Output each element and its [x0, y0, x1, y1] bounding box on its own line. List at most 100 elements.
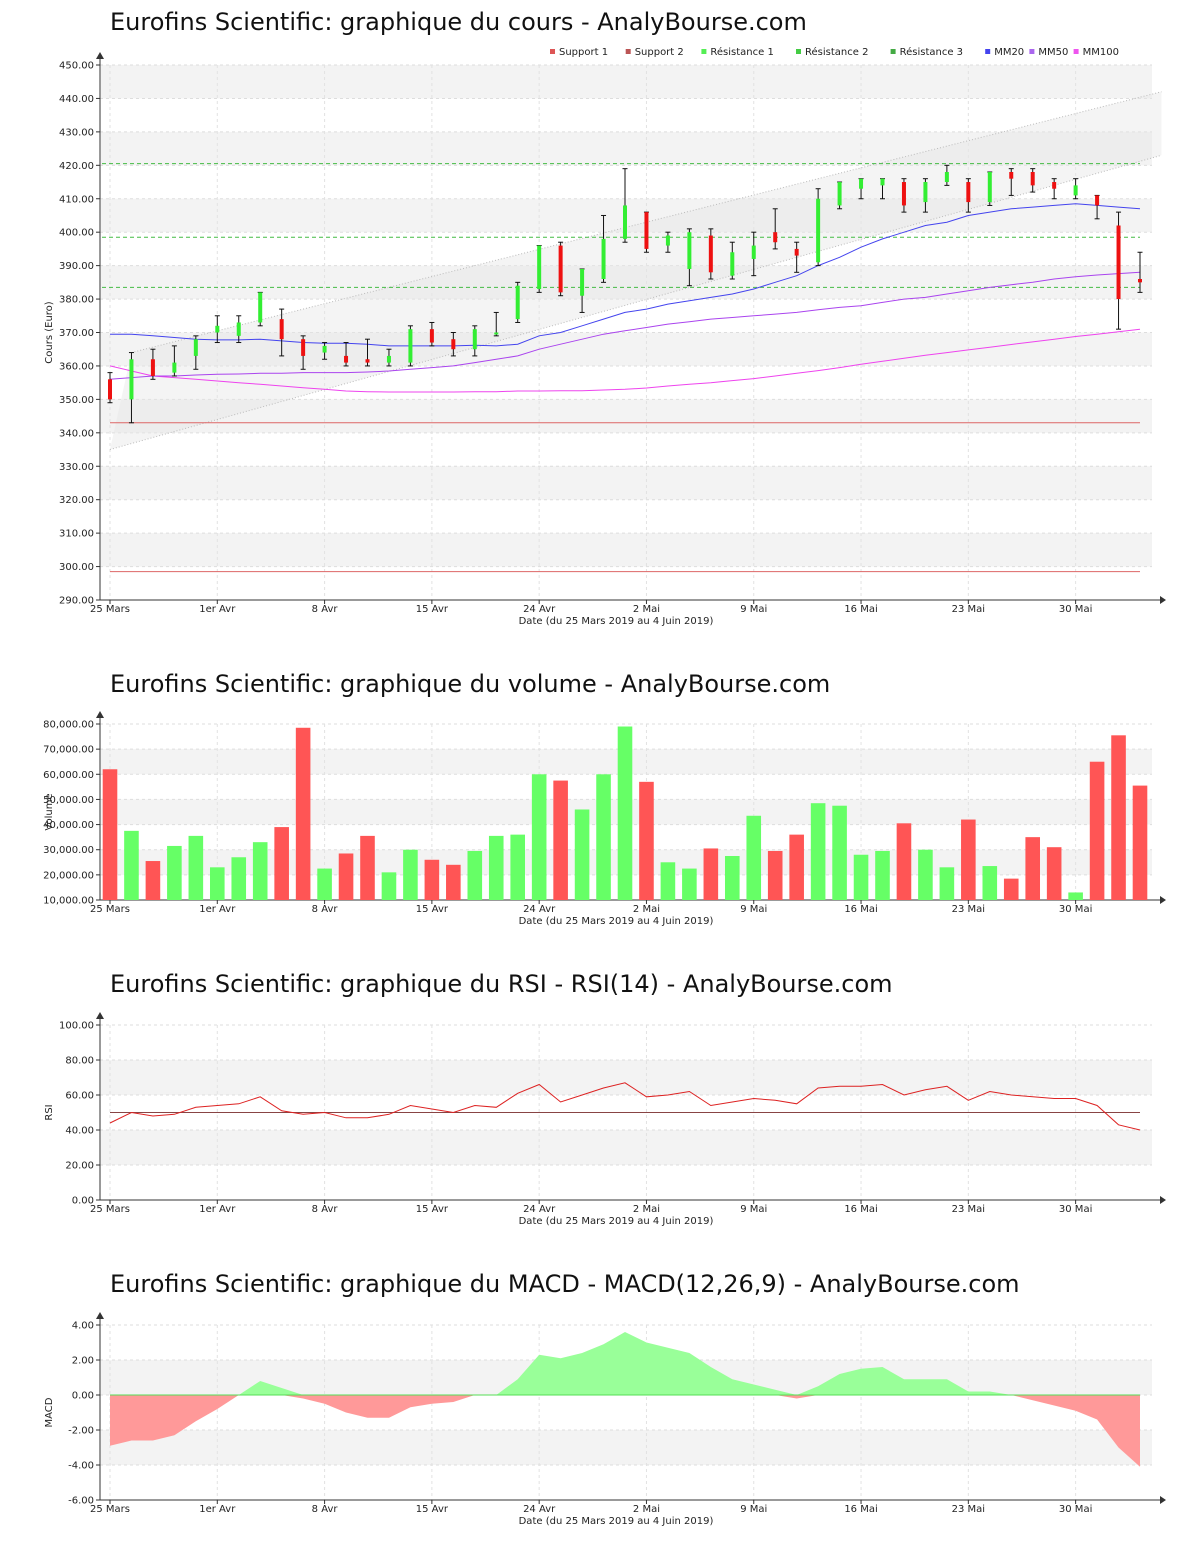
x-axis-arrow	[1160, 896, 1166, 904]
candle-up	[258, 292, 263, 323]
candle-down	[1116, 225, 1121, 300]
volume-bar-down	[553, 780, 568, 900]
y-axis-arrow	[96, 1312, 104, 1319]
candle-up	[472, 329, 477, 350]
x-tick-label: 15 Avr	[416, 1504, 449, 1515]
x-tick-label: 16 Mai	[844, 1204, 877, 1215]
price-chart: 290.00 300.00 310.00 320.00 330.00 340.00 350.…	[44, 46, 1166, 627]
volume-bar-up	[918, 849, 933, 900]
volume-bar-down	[961, 819, 976, 900]
rsi-panel: Eurofins Scientific: graphique du RSI - …	[0, 970, 1200, 1235]
candle-up	[386, 355, 391, 363]
volume-bar-up	[982, 866, 998, 900]
volume-bar-down	[274, 827, 289, 900]
y-tick-label: 450.00	[59, 61, 94, 72]
grid-band	[101, 1060, 1152, 1095]
candle-up	[687, 232, 692, 269]
x-axis-arrow	[1160, 1196, 1166, 1204]
x-tick-label: 24 Avr	[523, 1204, 556, 1215]
candle-up	[537, 245, 542, 290]
candle-down	[301, 339, 306, 356]
y-axis-label: Volume	[44, 793, 55, 830]
grid-band	[101, 466, 1152, 500]
price-panel: Eurofins Scientific: graphique du cours …	[0, 8, 1200, 638]
macd-chart: -6.00 -4.00 -2.00 0.00 2.00 4.00 25 Mars 1er Av…	[44, 1312, 1166, 1527]
volume-bar-up	[124, 830, 139, 900]
y-tick-label: 420.00	[59, 161, 94, 172]
x-tick-label: 23 Mai	[952, 1204, 985, 1215]
x-tick-label: 24 Avr	[523, 1504, 556, 1515]
x-tick-label: 1er Avr	[199, 904, 236, 915]
y-tick-label: 430.00	[59, 127, 94, 138]
y-axis-arrow	[96, 52, 104, 59]
x-tick-label: 25 Mars	[90, 1504, 130, 1515]
y-tick-label: 360.00	[59, 361, 94, 372]
y-tick-label: 60.00	[65, 1091, 94, 1102]
y-tick-label: 30,000.00	[43, 845, 94, 856]
x-tick-label: 23 Mai	[952, 904, 985, 915]
y-tick-label: 80,000.00	[43, 720, 94, 731]
x-tick-label: 30 Mai	[1059, 904, 1092, 915]
volume-bar-down	[896, 823, 912, 900]
y-tick-label: -6.00	[68, 1496, 94, 1507]
candle-down	[773, 232, 778, 243]
y-tick-label: 400.00	[59, 228, 94, 239]
y-tick-label: 20.00	[65, 1161, 94, 1172]
candle-up	[580, 268, 585, 296]
volume-bar-down	[703, 848, 719, 900]
rsi-chart-title: Eurofins Scientific: graphique du RSI - …	[110, 970, 893, 998]
volume-bar-up	[531, 774, 547, 900]
volume-bar-down	[446, 864, 461, 900]
x-tick-label: 15 Avr	[416, 604, 449, 615]
y-tick-label: 340.00	[59, 428, 94, 439]
trend-channel	[110, 91, 1162, 450]
grid-band	[101, 265, 1152, 300]
candle-down	[1009, 172, 1014, 179]
y-tick-label: 100.00	[59, 1021, 94, 1032]
candle-down	[279, 319, 284, 340]
channel-lower-line	[109, 154, 1162, 451]
candle-down	[644, 212, 649, 249]
volume-bar-down	[1046, 847, 1062, 900]
mm100-line	[109, 328, 1141, 393]
x-tick-label: 25 Mars	[90, 1204, 130, 1215]
y-tick-label: -4.00	[68, 1461, 94, 1472]
y-tick-label: 380.00	[59, 295, 94, 306]
volume-bar-up	[724, 856, 740, 900]
volume-chart: 10,000.00 20,000.00 30,000.00 40,000.00 50,0…	[43, 711, 1166, 927]
x-tick-label: 1er Avr	[199, 1204, 236, 1215]
volume-bar-down	[424, 859, 440, 900]
x-tick-label: 8 Avr	[312, 1504, 339, 1515]
volume-bar-down	[360, 835, 375, 900]
macd-panel: Eurofins Scientific: graphique du MACD -…	[0, 1270, 1200, 1540]
y-tick-label: 410.00	[59, 194, 94, 205]
x-axis-label: Date (du 25 Mars 2019 au 4 Juin 2019)	[519, 916, 714, 927]
x-tick-label: 15 Avr	[416, 904, 449, 915]
candle-up	[859, 178, 864, 189]
volume-bar-up	[317, 868, 332, 900]
x-tick-label: 16 Mai	[844, 604, 877, 615]
volume-panel: Eurofins Scientific: graphique du volume…	[0, 670, 1200, 940]
candle-up	[623, 205, 627, 239]
x-tick-label: 30 Mai	[1059, 1204, 1092, 1215]
rsi-chart: 0.00 20.00 40.00 60.00 80.00 100.00 25 Mars 1er…	[44, 1012, 1166, 1227]
legend-label: Support 1	[559, 47, 608, 58]
volume-bar-up	[167, 845, 182, 900]
legend-label: MM50	[1038, 47, 1068, 58]
x-tick-label: 25 Mars	[90, 604, 130, 615]
candle-down	[451, 339, 456, 350]
legend-label: Support 2	[635, 47, 684, 58]
candle-up	[665, 235, 670, 246]
y-tick-label: 440.00	[59, 94, 94, 105]
grid-band	[101, 1430, 1152, 1465]
candle-up	[880, 178, 885, 186]
candle-down	[1095, 195, 1100, 206]
volume-bar-down	[1132, 785, 1148, 900]
y-tick-label: 4.00	[72, 1321, 94, 1332]
volume-bar-up	[682, 868, 697, 900]
y-tick-label: 60,000.00	[43, 770, 94, 781]
candle-up	[923, 182, 928, 203]
x-tick-label: 8 Avr	[312, 904, 339, 915]
candle-up	[172, 362, 177, 373]
x-tick-label: 2 Mai	[633, 604, 660, 615]
